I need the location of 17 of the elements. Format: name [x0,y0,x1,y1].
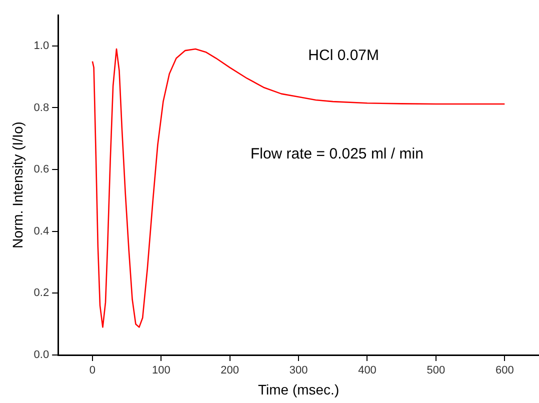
x-tick-label: 500 [426,364,446,377]
y-tick-label: 0.8 [34,102,50,114]
x-tick-label: 100 [152,364,170,377]
x-tick-label: 600 [495,364,514,377]
annotation: Flow rate = 0.025 ml / min [250,146,424,163]
y-tick-label: 0.6 [34,164,50,176]
x-tick-label: 200 [220,364,240,377]
y-axis-title: Norm. Intensity (I/Io) [9,122,26,248]
x-tick-label: 0 [89,364,96,377]
annotation: HCl 0.07M [308,46,380,64]
x-tick-label: 400 [358,364,376,377]
y-tick-label: 0.4 [34,225,50,238]
y-tick-label: 0.2 [34,287,50,300]
x-axis-title: Time (msec.) [258,381,340,398]
x-tick-label: 300 [289,364,308,377]
y-tick-label: 1.0 [34,40,50,52]
y-tick-label: 0.0 [34,349,50,362]
